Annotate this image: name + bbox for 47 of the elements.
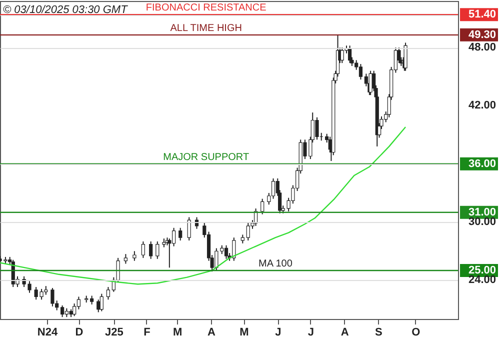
candlestick: [96, 299, 100, 313]
candlestick: [348, 45, 352, 64]
x-tick-label: J: [275, 326, 282, 338]
x-tick-label: M: [172, 326, 182, 338]
candlestick: [72, 302, 76, 317]
line-series: [0, 126, 406, 285]
x-tick-label: A: [207, 326, 216, 338]
candlestick: [156, 240, 160, 260]
x-tick-label: D: [75, 326, 84, 338]
x-tick-label: A: [340, 326, 349, 338]
x-tick-label: J25: [105, 326, 124, 338]
y-tick-label: 31.00: [468, 206, 496, 218]
y-tick-label: 48.00: [468, 42, 496, 54]
x-tick-label: J: [308, 326, 314, 338]
ref-line-label: FIBONACCI RESISTANCE: [146, 2, 267, 14]
candlestick: [60, 304, 64, 318]
y-tick-label: 49.30: [468, 28, 496, 41]
x-tick-label: F: [144, 326, 151, 338]
candlestick: [106, 286, 110, 300]
y-tick-label: 30.00: [468, 216, 496, 228]
y-tick-label: 42.00: [468, 100, 496, 112]
candlestick: [50, 287, 54, 307]
x-tick-label: S: [375, 326, 382, 338]
candlestick: [149, 240, 153, 260]
annotation: MA 100: [258, 258, 293, 270]
candlestick: [132, 250, 136, 262]
candlestick: [124, 254, 128, 264]
x-tick-label: N24: [37, 326, 58, 338]
candlestick: [271, 178, 276, 200]
candlestick: [141, 240, 145, 258]
candlestick: [116, 257, 120, 283]
candlestick: [100, 293, 104, 312]
candlestick: [224, 244, 228, 260]
candlestick: [315, 116, 319, 140]
candlestick: [260, 198, 264, 215]
y-tick-label: 25.00: [468, 264, 496, 277]
x-tick-label: M: [240, 326, 249, 338]
y-tick-label: 24.00: [468, 274, 496, 286]
y-tick-label: 36.00: [468, 158, 496, 170]
chart-title: © 03/10/2025 03:30 GMT: [3, 4, 129, 16]
y-tick-label: 51.40: [468, 8, 496, 21]
candlestick: [358, 64, 363, 80]
ref-line-label: ALL TIME HIGH: [170, 22, 242, 34]
candlestick: [187, 216, 191, 241]
ref-line-label: MAJOR SUPPORT: [163, 152, 250, 163]
x-tick-label: O: [412, 326, 421, 338]
candlestick: [178, 227, 182, 241]
